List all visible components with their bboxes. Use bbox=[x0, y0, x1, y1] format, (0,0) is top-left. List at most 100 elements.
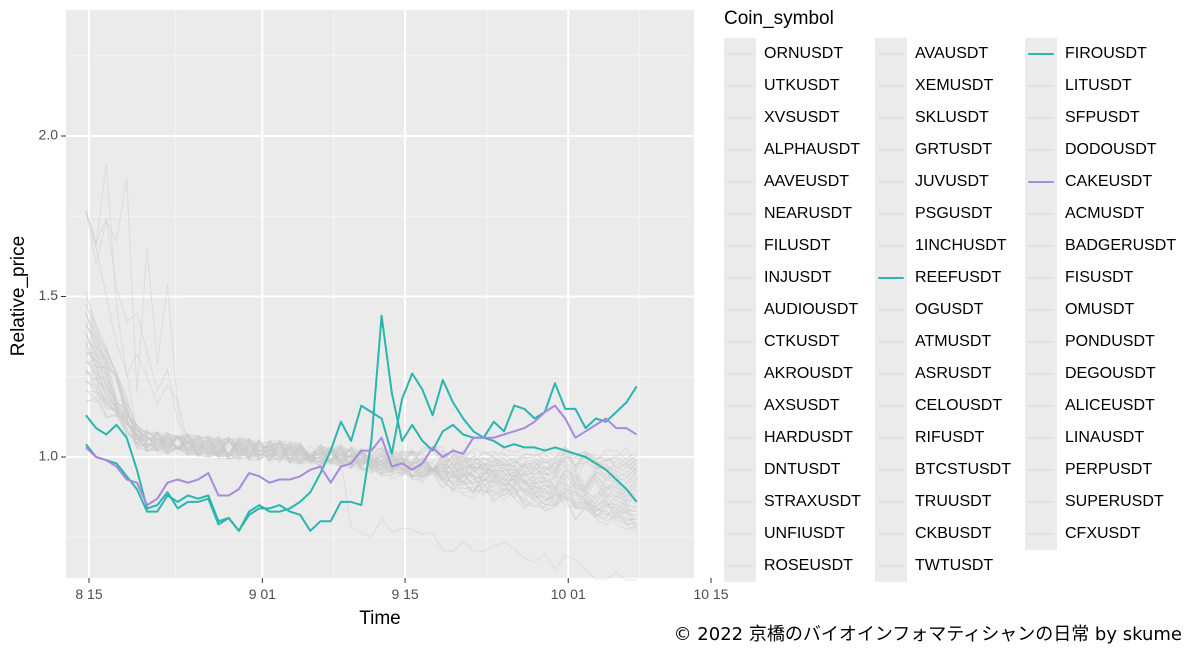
legend-swatch bbox=[1028, 469, 1054, 471]
legend-swatch bbox=[878, 469, 904, 471]
legend-key bbox=[724, 358, 756, 390]
legend-item: BADGERUSDT bbox=[1025, 230, 1176, 262]
legend-swatch bbox=[1028, 501, 1054, 503]
legend-key bbox=[1025, 166, 1057, 198]
legend-swatch bbox=[727, 309, 753, 311]
legend-key bbox=[724, 230, 756, 262]
legend-label: CTKUSDT bbox=[764, 333, 840, 350]
credit-text: © 2022 京橋のバイオインフォマティシャンの日常 by skume bbox=[673, 624, 1182, 645]
legend-label: ATMUSDT bbox=[915, 333, 992, 350]
legend-key bbox=[1025, 486, 1057, 518]
legend-item: GRTUSDT bbox=[875, 134, 992, 166]
legend-swatch bbox=[727, 533, 753, 535]
legend-item: PONDUSDT bbox=[1025, 326, 1155, 358]
legend-item: DNTUSDT bbox=[724, 454, 840, 486]
x-axis-ticks: 8 15 9 01 9 15 10 01 10 15 bbox=[75, 578, 729, 602]
legend-label: PSGUSDT bbox=[915, 205, 993, 222]
legend-item: ALPHAUSDT bbox=[724, 134, 860, 166]
background-series-line bbox=[85, 377, 637, 521]
legend-item: CELOUSDT bbox=[875, 390, 1002, 422]
legend-swatch bbox=[878, 181, 904, 183]
legend-label: INJUSDT bbox=[764, 269, 832, 286]
legend-label: JUVUSDT bbox=[915, 173, 989, 190]
legend-label: DEGOUSDT bbox=[1065, 365, 1156, 382]
legend-item: STRAXUSDT bbox=[724, 486, 861, 518]
background-series-line bbox=[85, 370, 638, 509]
legend-key bbox=[875, 454, 907, 486]
highlighted-series-lines bbox=[85, 314, 638, 532]
background-series-line bbox=[85, 360, 637, 517]
legend-key bbox=[724, 294, 756, 326]
legend-item: SUPERUSDT bbox=[1025, 486, 1164, 518]
legend-label: XVSUSDT bbox=[764, 109, 840, 126]
background-series-line bbox=[85, 210, 638, 503]
background-series-line bbox=[85, 341, 637, 476]
legend-key bbox=[724, 486, 756, 518]
legend-key bbox=[875, 390, 907, 422]
legend-key bbox=[1025, 294, 1057, 326]
legend-key bbox=[875, 198, 907, 230]
background-series-line bbox=[85, 358, 637, 489]
y-axis-ticks: 1.0 1.5 2.0 bbox=[39, 127, 66, 464]
legend-label: CAKEUSDT bbox=[1065, 173, 1153, 190]
background-series-line bbox=[85, 396, 637, 488]
legend-label: HARDUSDT bbox=[764, 429, 853, 446]
legend-item: AVAUSDT bbox=[875, 38, 988, 70]
legend-swatch bbox=[1028, 309, 1054, 311]
legend-key bbox=[1025, 102, 1057, 134]
legend-swatch bbox=[878, 245, 904, 247]
background-series-line bbox=[85, 380, 637, 480]
background-series-line bbox=[85, 371, 637, 471]
legend-item: AUDIOUSDT bbox=[724, 294, 858, 326]
background-series-line bbox=[85, 293, 637, 526]
y-tick-label: 1.0 bbox=[39, 448, 59, 464]
legend-key bbox=[724, 102, 756, 134]
legend-key bbox=[875, 518, 907, 550]
legend-key bbox=[724, 38, 756, 70]
legend-key bbox=[724, 198, 756, 230]
legend-swatch bbox=[878, 405, 904, 407]
legend-key bbox=[724, 390, 756, 422]
background-series-line bbox=[85, 343, 637, 510]
legend-item: LINAUSDT bbox=[1025, 422, 1144, 454]
legend-item: JUVUSDT bbox=[875, 166, 989, 198]
legend-swatch bbox=[727, 213, 753, 215]
legend-swatch bbox=[727, 245, 753, 247]
legend-item: DODOUSDT bbox=[1025, 134, 1157, 166]
legend-item: ROSEUSDT bbox=[724, 550, 853, 582]
legend-item: REEFUSDT bbox=[875, 262, 1001, 294]
legend-swatch bbox=[727, 53, 753, 55]
legend-label: ORNUSDT bbox=[764, 45, 844, 62]
background-series-line bbox=[85, 323, 637, 493]
legend-swatch bbox=[727, 501, 753, 503]
background-series-line bbox=[85, 313, 637, 509]
legend-label: RIFUSDT bbox=[915, 429, 985, 446]
legend-label: STRAXUSDT bbox=[764, 493, 861, 510]
legend-swatch bbox=[878, 85, 904, 87]
legend-swatch bbox=[1028, 181, 1054, 183]
legend-swatch bbox=[1028, 85, 1054, 87]
legend-swatch bbox=[878, 309, 904, 311]
legend-key bbox=[1025, 262, 1057, 294]
background-series-line bbox=[85, 389, 637, 473]
legend-item: ALICEUSDT bbox=[1025, 390, 1155, 422]
background-series-line bbox=[85, 291, 638, 498]
background-series-line bbox=[85, 370, 637, 498]
legend-key bbox=[1025, 198, 1057, 230]
legend-item: FISUSDT bbox=[1025, 262, 1133, 294]
legend-label: OMUSDT bbox=[1065, 301, 1135, 318]
legend-swatch bbox=[1028, 213, 1054, 215]
legend-swatch bbox=[878, 117, 904, 119]
legend-swatch bbox=[878, 533, 904, 535]
legend-label: AVAUSDT bbox=[915, 45, 989, 62]
legend-label: AKROUSDT bbox=[764, 365, 853, 382]
background-series-line bbox=[85, 381, 637, 469]
legend-key bbox=[1025, 358, 1057, 390]
legend-item: XVSUSDT bbox=[724, 102, 840, 134]
legend-swatch bbox=[878, 341, 904, 343]
legend-key bbox=[724, 134, 756, 166]
legend-swatch bbox=[878, 213, 904, 215]
legend-swatch bbox=[727, 149, 753, 151]
legend-label: LINAUSDT bbox=[1065, 429, 1145, 446]
legend-label: ALPHAUSDT bbox=[764, 141, 861, 158]
